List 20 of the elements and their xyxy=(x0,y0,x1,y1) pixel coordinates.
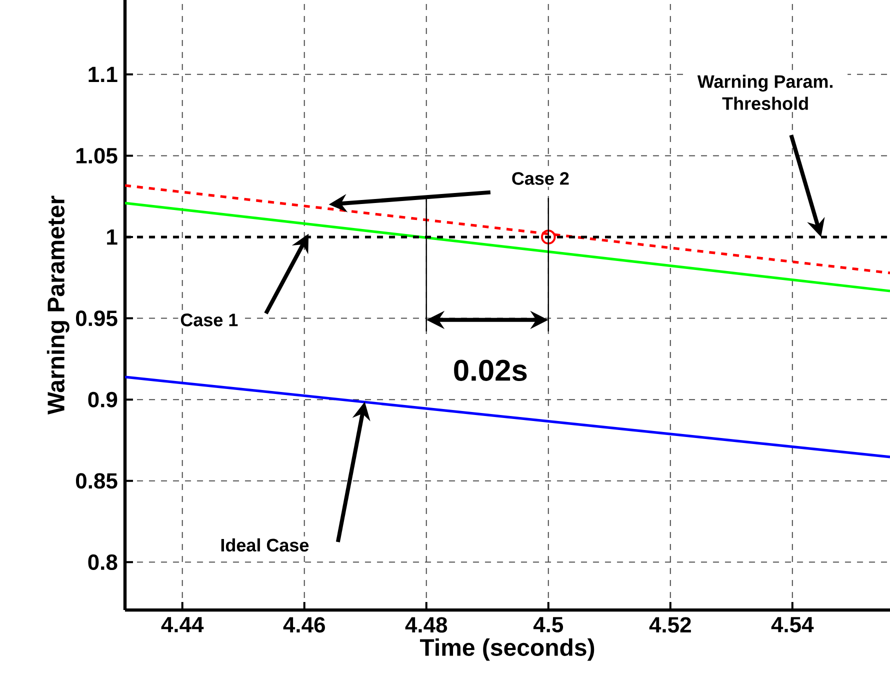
annotation: Case 1 xyxy=(180,314,238,326)
y-tick-label: 0.95 xyxy=(76,310,118,326)
annotation: Warning Param. Threshold xyxy=(697,74,832,110)
annotation: Case 2 xyxy=(512,172,569,185)
y-tick-label: 1 xyxy=(107,229,118,245)
x-tick-label: 4.48 xyxy=(405,617,448,633)
y-tick-label: 0.9 xyxy=(88,392,118,408)
x-tick-label: 4.46 xyxy=(283,617,325,633)
annotation: Ideal Case xyxy=(221,538,309,552)
annotation: 0.02s xyxy=(454,360,527,381)
y-tick-label: 0.85 xyxy=(76,473,118,489)
x-tick-label: 4.52 xyxy=(649,617,691,633)
x-axis-title: Time (seconds) xyxy=(420,638,594,661)
y-tick-label: 1.1 xyxy=(88,66,118,82)
y-tick-label: 0.8 xyxy=(88,554,118,570)
x-tick-label: 4.54 xyxy=(771,617,814,632)
y-axis-title: Warning Parameter xyxy=(46,196,70,415)
x-tick-label: 4.5 xyxy=(533,617,564,632)
y-tick-label: 1.05 xyxy=(76,148,118,164)
x-tick-label: 4.44 xyxy=(161,617,204,632)
